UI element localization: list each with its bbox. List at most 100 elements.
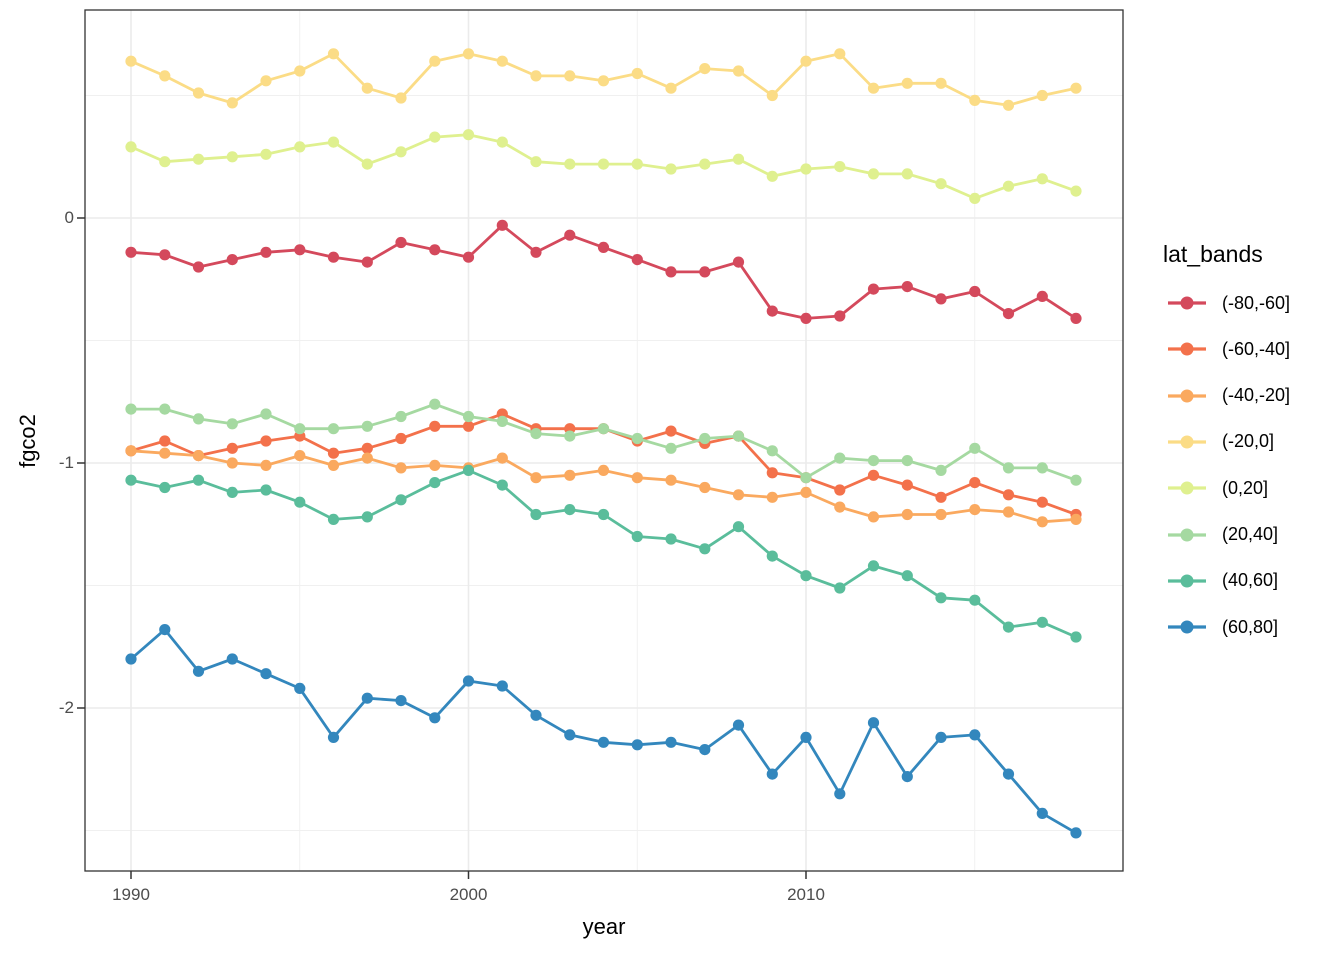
data-point [631, 530, 643, 543]
series-(-20,0] [125, 48, 1082, 111]
data-point [1070, 312, 1082, 324]
data-point [429, 712, 441, 724]
data-point [699, 481, 711, 494]
data-point [732, 521, 745, 533]
data-point [395, 494, 407, 506]
data-point [462, 251, 475, 263]
legend-entry: (40,60] [1167, 569, 1278, 593]
data-point [597, 464, 610, 476]
data-point [564, 70, 576, 82]
data-point [260, 408, 272, 420]
data-point [159, 156, 171, 168]
data-point [631, 254, 643, 266]
data-point [429, 398, 441, 410]
legend-entry: (-40,-20] [1167, 384, 1290, 408]
data-point [564, 729, 576, 741]
data-point [462, 48, 475, 60]
data-point [530, 428, 542, 440]
data-point [766, 305, 778, 317]
data-point [192, 153, 205, 165]
legend-key-icon [1168, 481, 1206, 495]
data-point [867, 82, 880, 94]
data-point [867, 469, 880, 481]
data-point [496, 55, 508, 67]
series-(0,20] [125, 129, 1082, 204]
legend-entry-label: (20,40] [1222, 524, 1279, 544]
legend-entry: (-60,-40] [1167, 337, 1290, 361]
data-point [766, 170, 778, 182]
legend-entry-label: (-20,0] [1222, 431, 1275, 452]
data-point [327, 136, 340, 148]
y-axis-title: fgco2 [15, 414, 40, 468]
data-point [327, 459, 340, 471]
series-(-40,-20] [125, 445, 1082, 528]
data-point [1002, 99, 1015, 111]
data-point [125, 445, 137, 457]
legend-entry: (-80,-60] [1167, 291, 1290, 315]
data-point [125, 653, 137, 665]
data-point [564, 229, 576, 241]
data-point [260, 148, 272, 160]
y-tick-label: -2 [58, 698, 74, 717]
data-point [631, 67, 643, 80]
data-point [665, 266, 677, 278]
data-point [597, 736, 610, 748]
legend-entry-label: (40,60] [1222, 570, 1279, 591]
legend-entry-label: (-40,-20] [1222, 385, 1291, 406]
data-point [766, 550, 778, 562]
data-point [192, 413, 205, 425]
data-point [699, 63, 711, 75]
data-point [935, 508, 947, 521]
data-point [125, 403, 137, 415]
data-point [834, 501, 846, 513]
data-point [699, 543, 711, 555]
data-point [834, 788, 846, 800]
data-point [294, 682, 306, 695]
data-point [294, 496, 306, 508]
data-point [429, 55, 441, 67]
data-point [699, 158, 711, 170]
data-point [294, 141, 306, 153]
data-point [395, 695, 407, 707]
data-point [732, 256, 745, 268]
data-point [125, 55, 137, 67]
data-point [1036, 496, 1048, 508]
data-point [732, 430, 745, 442]
data-point [1070, 827, 1082, 839]
data-point [260, 459, 272, 471]
data-point [327, 731, 340, 744]
data-point [800, 731, 812, 744]
data-point [1036, 516, 1048, 528]
panel-border [84, 9, 1124, 872]
data-point [1070, 631, 1082, 643]
data-point [192, 450, 205, 462]
data-point [969, 442, 981, 454]
data-point [361, 420, 373, 432]
data-point [159, 447, 171, 459]
data-point [226, 486, 238, 498]
series-(60,80] [125, 624, 1082, 839]
data-point [462, 420, 475, 432]
data-point [901, 281, 913, 293]
data-point [631, 739, 643, 751]
data-point [327, 513, 340, 526]
data-point [901, 168, 913, 180]
data-point [935, 491, 947, 503]
legend-entry: (-20,0] [1167, 430, 1274, 454]
data-point [530, 156, 542, 168]
x-tick-label: 2010 [787, 885, 825, 904]
data-point [834, 48, 846, 60]
data-point [159, 481, 171, 494]
series-(20,40] [125, 398, 1082, 486]
data-point [395, 92, 407, 104]
data-point [260, 435, 272, 447]
data-point [429, 244, 441, 256]
data-point [294, 244, 306, 256]
data-point [530, 709, 542, 721]
data-point [429, 420, 441, 432]
data-point [1002, 489, 1015, 501]
data-point [732, 153, 745, 165]
series-(40,60] [125, 464, 1082, 643]
legend-entry-label: (60,80] [1222, 616, 1279, 637]
